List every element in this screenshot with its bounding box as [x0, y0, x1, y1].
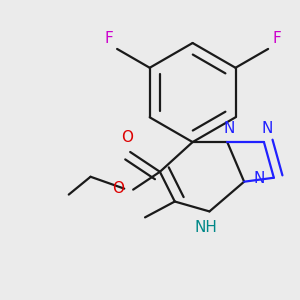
Text: O: O — [112, 181, 124, 196]
Text: N: N — [224, 121, 235, 136]
Text: NH: NH — [194, 220, 217, 235]
Text: F: F — [272, 31, 281, 46]
Text: N: N — [261, 121, 273, 136]
Text: F: F — [104, 31, 113, 46]
Text: O: O — [121, 130, 133, 145]
Text: N: N — [253, 171, 264, 186]
